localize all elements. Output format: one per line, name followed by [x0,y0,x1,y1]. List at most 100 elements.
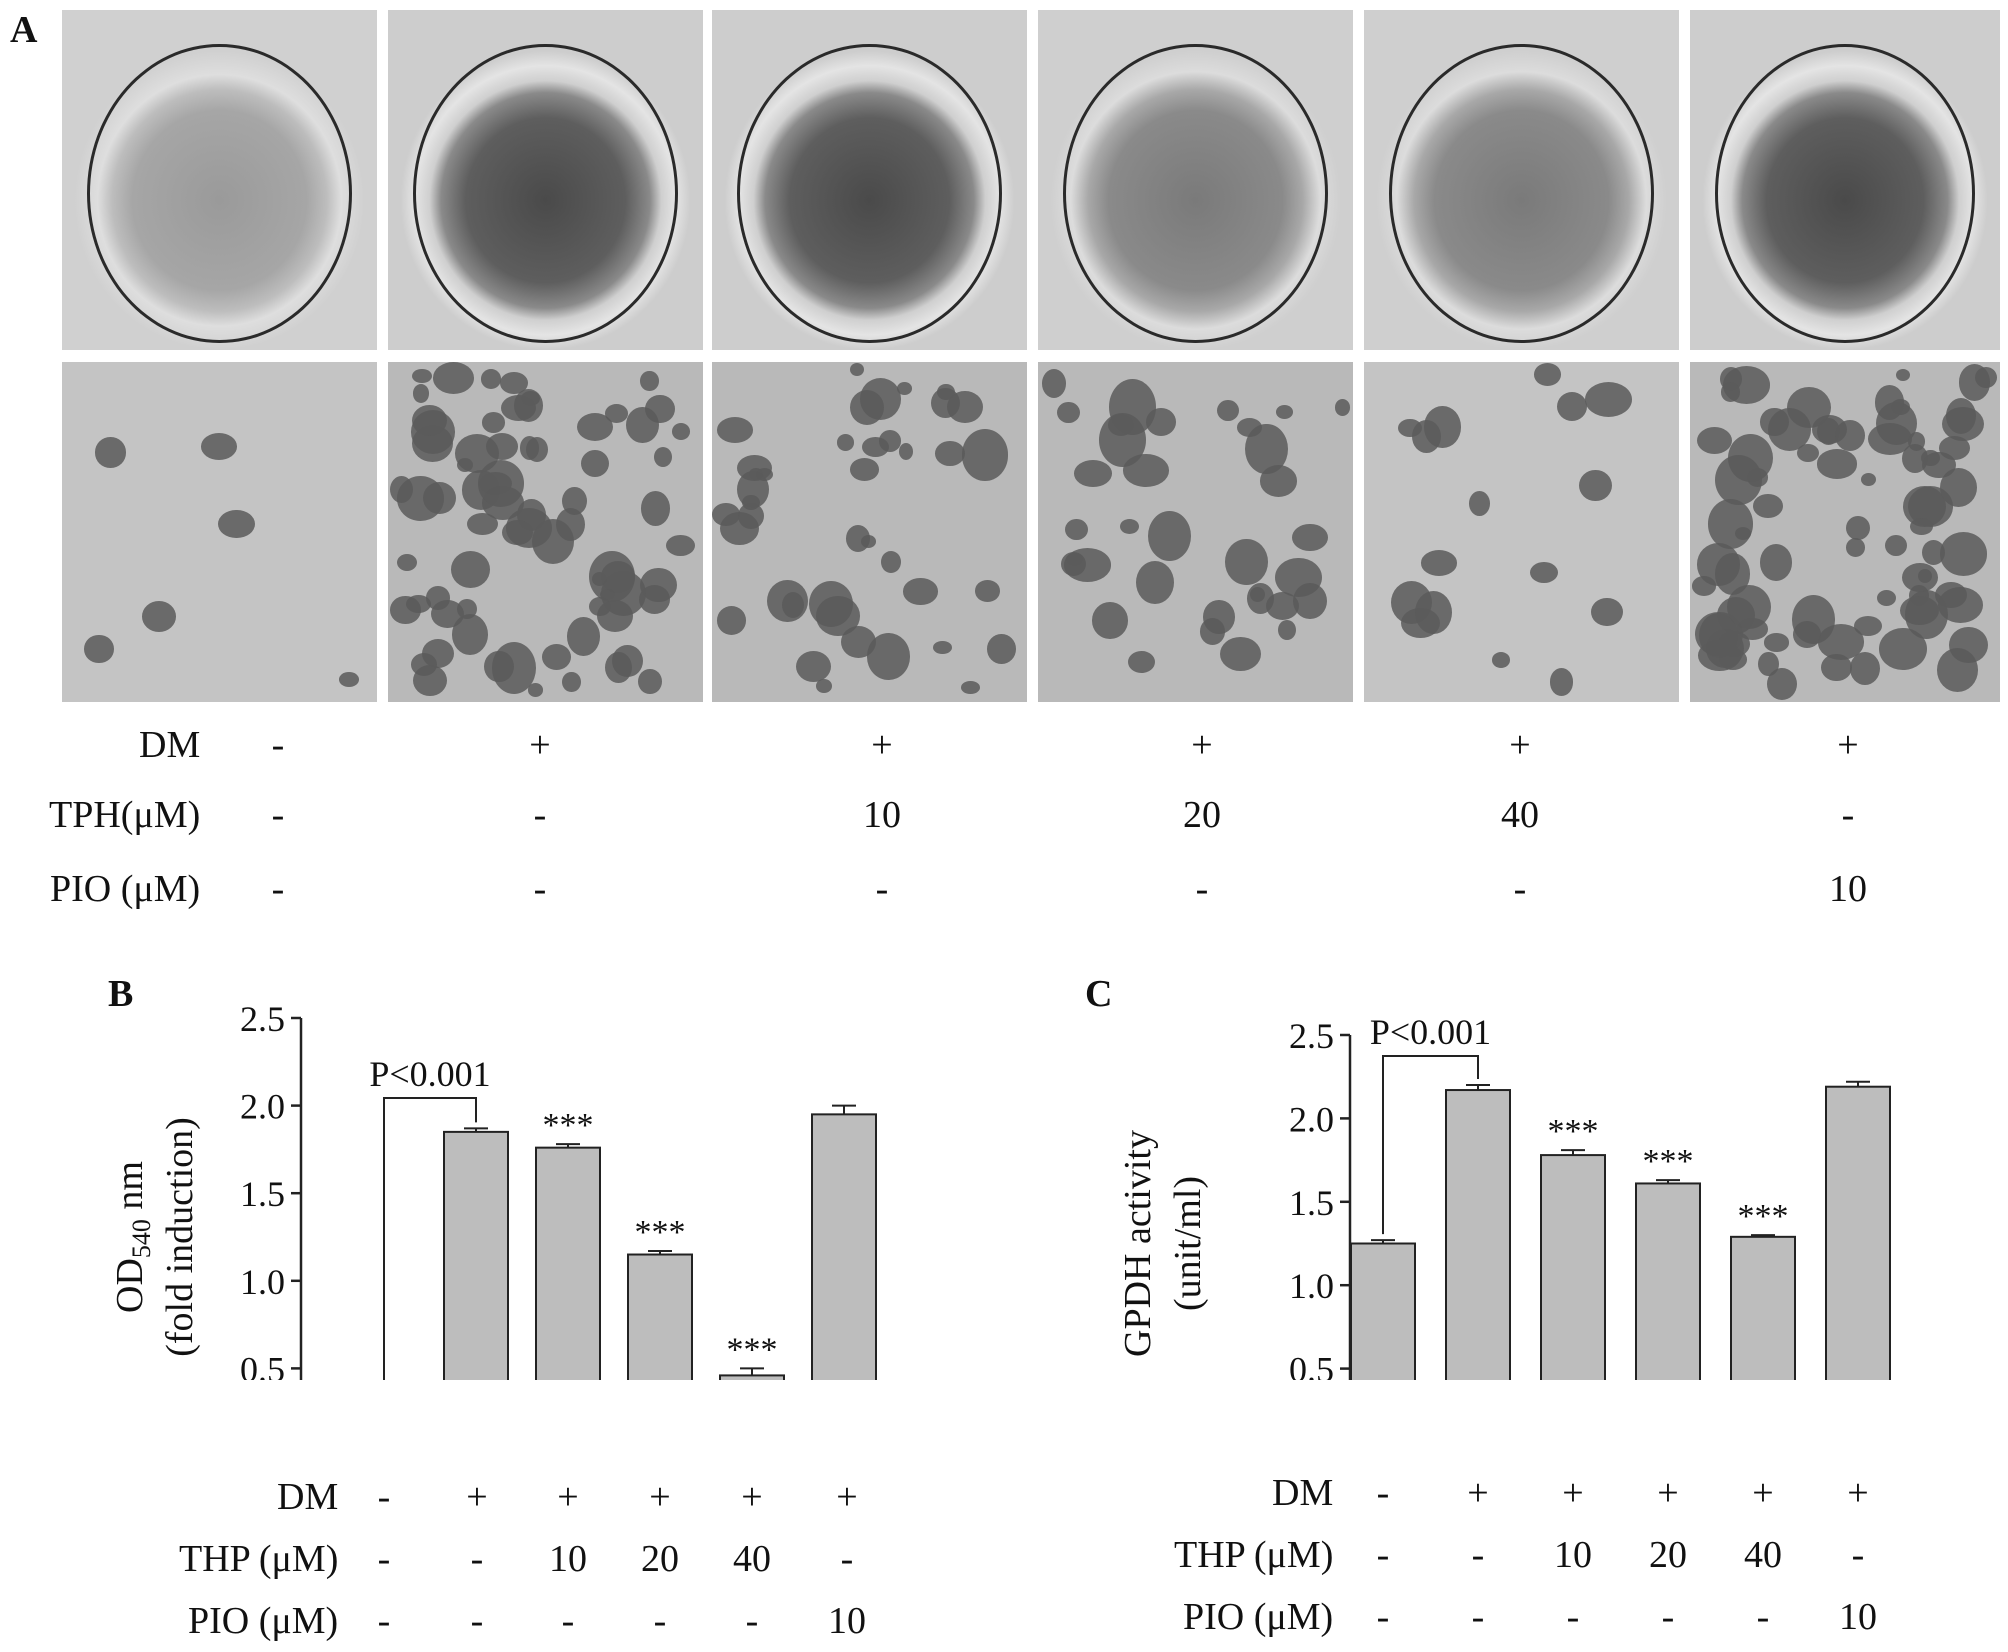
y-tick-label: 1.5 [1289,1183,1334,1223]
lipid-droplet [961,429,1009,481]
panel-c-cell: - [1661,1596,1675,1638]
panel-a-cell: - [271,868,285,910]
dish-rim [413,44,678,344]
lipid-droplet [1074,460,1112,488]
panel-c-row-label: DM [1272,1472,1334,1514]
lipid-droplet [1533,363,1562,387]
lipid-droplet [903,578,938,605]
lipid-droplet [525,437,548,463]
significance-marker: *** [1548,1113,1599,1150]
lipid-droplet [480,368,502,389]
lipid-droplet [456,598,477,620]
panel-c-cell: - [1471,1534,1485,1576]
lipid-droplet [605,651,633,683]
y-axis-label-unit: nm [109,1161,151,1219]
panel-b-cell: - [377,1476,391,1518]
lipid-droplet [1884,534,1907,557]
dish-photo-5 [1364,10,1679,350]
panel-c-cell: - [1756,1596,1770,1638]
panel-a-cell: 10 [863,794,901,836]
lipid-droplet [562,486,587,515]
micrograph-6 [1690,362,2000,702]
lipid-droplet [1585,382,1633,417]
lipid-droplet [455,434,500,473]
lipid-droplet [645,394,675,424]
lipid-droplet [1753,494,1783,519]
panel-b-cell: - [561,1600,575,1642]
lipid-droplet [1727,433,1773,483]
lipid-droplet [576,413,613,442]
lipid-droplet [426,586,450,610]
panel-a-cell: - [1841,794,1855,836]
lipid-droplet [502,519,533,545]
lipid-droplet [1874,385,1905,420]
lipid-droplet [934,441,965,466]
lipid-droplet [987,634,1016,664]
micrograph-3 [712,362,1027,702]
dish-photo-1 [62,10,377,350]
y-tick-label: 2.5 [240,999,285,1039]
lipid-droplet [850,363,864,377]
panel-b-cell: + [557,1476,579,1518]
lipid-droplet [1119,518,1139,534]
lipid-droplet [1797,443,1820,462]
lipid-droplet [1758,652,1779,677]
lipid-droplet [1876,589,1896,606]
panel-a-cell: - [271,794,285,836]
lipid-droplet [1720,382,1740,402]
panel-c-cell: - [1851,1534,1865,1576]
lipid-droplet [452,614,489,656]
panel-b-letter: B [108,973,134,1015]
lipid-droplet [1220,637,1261,672]
lipid-droplet [601,570,647,617]
y-tick-label: 2.0 [240,1087,285,1127]
panel-c-cell: 40 [1744,1534,1782,1576]
panel-a-cell: + [1837,724,1859,766]
lipid-droplet [836,434,855,452]
y-tick-label: 0.5 [1289,1350,1334,1380]
lipid-droplet [1879,627,1927,670]
panel-c-cell: - [1376,1596,1390,1638]
panel-c-cell: - [1376,1472,1390,1514]
panel-a-cell: - [533,794,547,836]
lipid-droplet [1786,386,1832,429]
lipid-droplet [1850,651,1881,686]
lipid-droplet [1692,576,1717,596]
panel-a-cell: 10 [1829,868,1867,910]
lipid-droplet [975,580,1000,602]
micrograph-1 [62,362,377,702]
lipid-droplet [1817,624,1865,660]
lipid-droplet [433,362,474,394]
lipid-droplet [653,447,673,468]
significance-marker: *** [635,1214,686,1251]
lipid-droplet [816,596,860,636]
bar [1730,1235,1796,1380]
lipid-droplet [671,422,690,440]
lipid-droplet [1939,531,1988,576]
lipid-droplet [1108,378,1157,436]
panel-a-cell: - [271,724,285,766]
lipid-droplet [1225,539,1268,585]
lipid-droplet [1760,544,1793,581]
panel-c-cell: + [1467,1472,1489,1514]
micrograph-2 [388,362,703,702]
lipid-droplet [422,638,454,669]
significance-marker: *** [1738,1198,1789,1235]
lipid-droplet [1415,590,1453,634]
panel-b-cell: 40 [733,1538,771,1580]
lipid-droplet [1763,633,1790,652]
panel-c-cell: + [1657,1472,1679,1514]
lipid-droplet [339,672,360,687]
lipid-droplet [1276,405,1294,420]
lipid-droplet [1063,548,1111,582]
lipid-droplet [717,417,754,443]
lipid-droplet [947,390,983,423]
panel-b-cell: - [840,1538,854,1580]
lipid-droplet [413,665,448,697]
bar [1445,1089,1511,1380]
lipid-droplet [1939,468,1978,508]
lipid-droplet [881,551,901,573]
lipid-droplet [850,390,885,426]
lipid-droplet [716,606,746,635]
lipid-droplet [1816,449,1858,479]
